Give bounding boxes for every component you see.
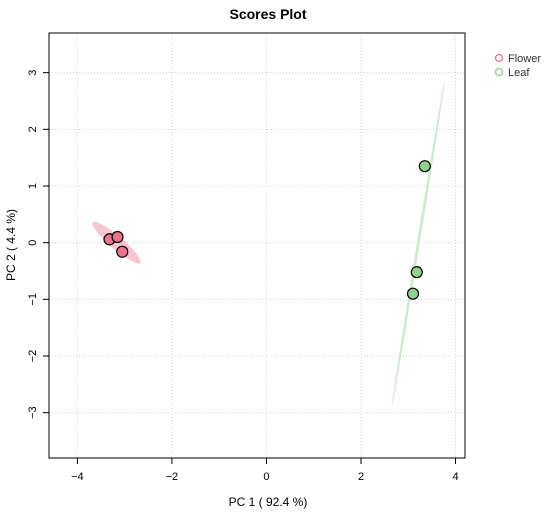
grid-lines xyxy=(49,33,465,458)
point-leaf xyxy=(410,266,423,279)
y-tick-label: −3 xyxy=(27,406,39,419)
x-tick-label: −4 xyxy=(71,471,84,483)
point-leaf xyxy=(418,160,431,173)
y-tick-label: 2 xyxy=(27,126,39,132)
y-tick-label: 1 xyxy=(27,183,39,189)
legend: Flower Leaf xyxy=(494,53,541,79)
confidence-ellipse-leaf xyxy=(391,79,445,408)
x-tick-label: −2 xyxy=(166,471,179,483)
y-tick-label: −1 xyxy=(27,293,39,306)
y-tick-label: 0 xyxy=(27,240,39,246)
x-tick-label: 0 xyxy=(263,471,269,483)
legend-label-flower: Flower xyxy=(508,53,541,65)
y-axis-label: PC 2 ( 4.4 %) xyxy=(4,209,18,281)
legend-marker-flower xyxy=(494,53,504,63)
legend-label-leaf: Leaf xyxy=(508,67,530,79)
x-axis-label: PC 1 ( 92.4 %) xyxy=(229,495,308,509)
x-tick-label: 2 xyxy=(358,471,364,483)
point-flower xyxy=(116,245,129,258)
y-tick-label: 3 xyxy=(27,70,39,76)
chart-title: Scores Plot xyxy=(229,6,306,22)
legend-marker-leaf xyxy=(494,67,504,77)
x-tick-label: 4 xyxy=(452,471,458,483)
point-leaf xyxy=(406,287,420,300)
point-flower xyxy=(111,230,124,244)
data-points xyxy=(103,160,431,300)
y-axis: −3 −2 −1 0 1 2 3 xyxy=(27,70,50,419)
x-axis: −4 −2 0 2 4 xyxy=(71,457,459,483)
y-tick-label: −2 xyxy=(27,350,39,363)
